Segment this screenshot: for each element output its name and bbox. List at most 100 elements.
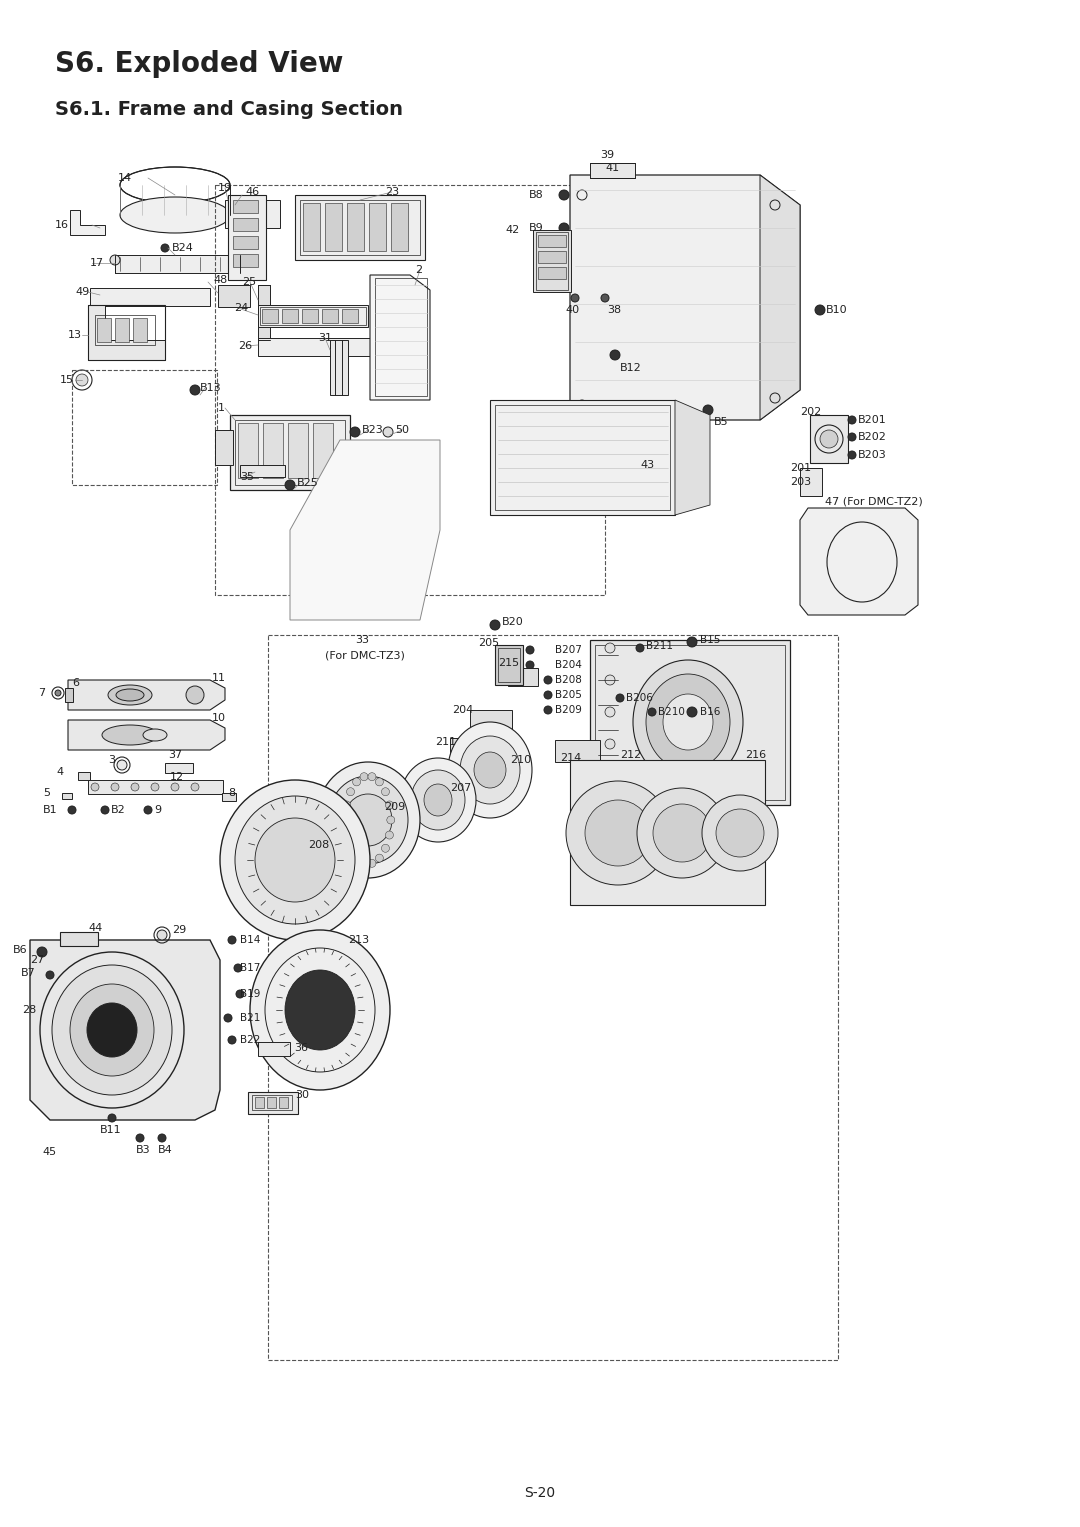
Text: 1: 1 (218, 403, 225, 412)
Text: B7: B7 (22, 968, 36, 977)
Circle shape (190, 385, 200, 395)
Circle shape (171, 783, 179, 791)
Ellipse shape (400, 757, 476, 841)
Circle shape (687, 707, 697, 718)
Ellipse shape (143, 728, 167, 741)
Text: 5: 5 (43, 788, 50, 799)
Text: B211: B211 (646, 641, 673, 651)
Text: B16: B16 (700, 707, 720, 718)
Ellipse shape (386, 831, 393, 838)
Ellipse shape (411, 770, 465, 831)
Bar (218, 286, 249, 307)
Text: 4: 4 (57, 767, 64, 777)
Text: 33: 33 (355, 635, 369, 644)
Bar (375, 278, 427, 395)
Bar (288, 423, 308, 478)
Ellipse shape (585, 800, 651, 866)
Bar (258, 305, 368, 327)
Text: 205: 205 (478, 638, 499, 647)
Text: B14: B14 (240, 935, 260, 945)
Circle shape (703, 405, 713, 415)
Ellipse shape (341, 815, 349, 825)
Text: B3: B3 (136, 1145, 150, 1154)
Circle shape (91, 783, 99, 791)
Circle shape (610, 350, 620, 360)
Text: 41: 41 (605, 163, 619, 173)
Bar (391, 203, 408, 250)
Ellipse shape (702, 796, 778, 870)
Bar (258, 286, 270, 341)
Ellipse shape (460, 736, 519, 805)
Circle shape (820, 431, 838, 447)
Ellipse shape (347, 788, 354, 796)
Text: 43: 43 (640, 460, 654, 470)
Text: B8: B8 (529, 189, 544, 200)
Ellipse shape (285, 970, 355, 1051)
Text: B205: B205 (555, 690, 582, 699)
Circle shape (108, 1115, 116, 1122)
Bar (322, 308, 338, 324)
Bar (238, 423, 258, 478)
Bar (233, 200, 258, 212)
Bar (490, 400, 675, 515)
Bar (538, 235, 566, 247)
Circle shape (237, 989, 244, 999)
Bar (538, 250, 566, 263)
Text: 40: 40 (565, 305, 579, 315)
Bar (555, 741, 600, 762)
Bar (248, 1092, 298, 1115)
Bar (495, 644, 523, 686)
Circle shape (636, 644, 644, 652)
Ellipse shape (368, 773, 376, 780)
Bar (252, 1095, 292, 1110)
Bar (325, 203, 342, 250)
Ellipse shape (360, 773, 368, 780)
Text: 209: 209 (384, 802, 405, 812)
Bar (262, 308, 278, 324)
Circle shape (687, 637, 697, 647)
Bar (590, 163, 635, 179)
Bar (90, 289, 210, 305)
Bar (230, 415, 350, 490)
Text: B202: B202 (858, 432, 887, 441)
Circle shape (605, 776, 615, 785)
Ellipse shape (716, 809, 764, 857)
Bar (347, 203, 364, 250)
Text: 25: 25 (242, 276, 256, 287)
Text: 19: 19 (218, 183, 232, 192)
Text: 213: 213 (348, 935, 369, 945)
Bar (258, 337, 373, 356)
Circle shape (228, 936, 237, 944)
Text: B23: B23 (362, 425, 383, 435)
Bar (538, 267, 566, 279)
Ellipse shape (345, 794, 392, 846)
Circle shape (848, 450, 856, 460)
Circle shape (544, 676, 552, 684)
Text: 2: 2 (415, 266, 422, 275)
Text: 202: 202 (800, 408, 821, 417)
Polygon shape (570, 176, 800, 420)
Bar (279, 1096, 288, 1109)
Bar (498, 647, 519, 683)
Circle shape (605, 643, 615, 654)
Text: S6. Exploded View: S6. Exploded View (55, 50, 343, 78)
Text: 3: 3 (108, 754, 114, 765)
Bar (87, 780, 222, 794)
Bar (95, 315, 156, 345)
Bar (215, 185, 605, 596)
Bar (62, 793, 72, 799)
Text: 31: 31 (318, 333, 332, 344)
Bar (97, 318, 111, 342)
Bar (114, 318, 129, 342)
Ellipse shape (352, 777, 361, 786)
Text: 44: 44 (87, 922, 103, 933)
Bar (65, 689, 73, 702)
Circle shape (151, 783, 159, 791)
Circle shape (158, 1135, 166, 1142)
Bar (60, 931, 98, 947)
Circle shape (490, 620, 500, 631)
Text: 8: 8 (228, 788, 235, 799)
Bar (450, 738, 485, 760)
Text: 201: 201 (789, 463, 811, 473)
Bar (282, 308, 298, 324)
